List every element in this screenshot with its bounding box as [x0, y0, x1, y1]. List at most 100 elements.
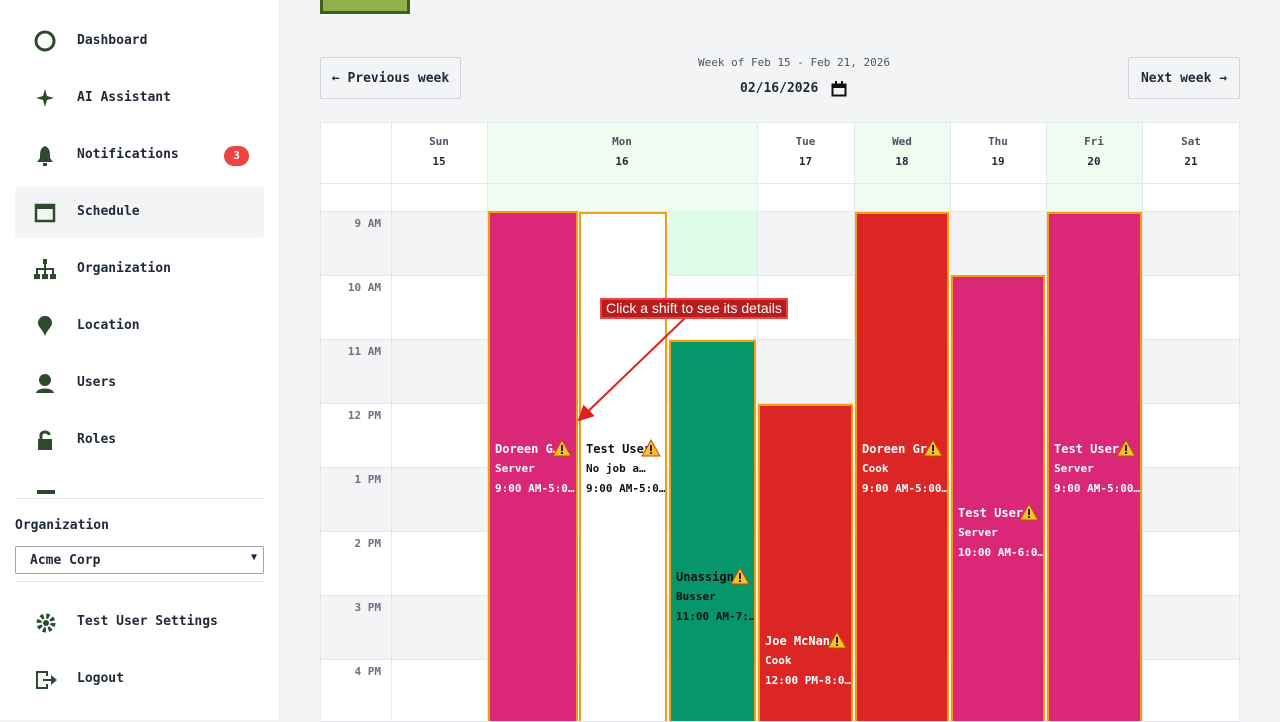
hour-label: 11 AM	[347, 345, 381, 358]
nav-item[interactable]: Roles	[77, 432, 117, 447]
shift-block[interactable]: Doreen G… Server 9:00 AM-5:0…	[488, 211, 578, 721]
day-date: 15	[432, 155, 446, 168]
day-name: Sat	[1181, 135, 1201, 148]
shift-block[interactable]: Joe McNan… Cook 12:00 PM-8:0…	[758, 404, 853, 721]
nav-item[interactable]: AI Assistant	[77, 90, 171, 105]
shift-time: 9:00 AM-5:00…	[1054, 482, 1141, 495]
next-week-button[interactable]: Next week →	[1128, 57, 1240, 99]
hour-label: 9 AM	[354, 217, 382, 230]
hour-line	[321, 403, 1239, 404]
day-date: 20	[1087, 155, 1101, 168]
green-button[interactable]	[320, 0, 410, 14]
shift-name: Doreen G…	[495, 442, 561, 456]
shift-text: Doreen Gr… Cook 9:00 AM-5:00…	[862, 439, 949, 499]
column-line	[391, 123, 392, 721]
day-name: Fri	[1084, 135, 1104, 148]
hour-label: 10 AM	[347, 281, 381, 294]
divider	[15, 498, 264, 499]
warning-icon	[1116, 438, 1136, 457]
shift-time: 9:00 AM-5:0…	[495, 482, 575, 495]
column-line	[487, 123, 488, 721]
shift-block[interactable]: Test User Server 9:00 AM-5:00…	[1047, 212, 1142, 721]
date-input[interactable]: 02/16/2026	[730, 79, 850, 101]
shift-name: Test User	[1054, 442, 1120, 456]
day-name: Thu	[988, 135, 1008, 148]
nav-item[interactable]: Schedule	[77, 204, 140, 219]
shift-block[interactable]: Unassign… Busser 11:00 AM-7:…	[669, 340, 756, 721]
hour-line	[321, 275, 1239, 276]
header-line	[321, 183, 1239, 184]
divider	[15, 581, 264, 582]
shift-role: Cook	[765, 654, 792, 667]
shift-role: No job a…	[586, 462, 646, 475]
hour-label: 4 PM	[354, 665, 382, 678]
nav-item[interactable]: Organization	[77, 261, 171, 276]
day-date: 21	[1184, 155, 1198, 168]
shift-time: 10:00 AM-6:0…	[958, 546, 1045, 559]
nav-icon	[34, 429, 58, 453]
column-line	[1142, 123, 1143, 721]
org-select[interactable]: Acme Corp ▼	[15, 546, 264, 574]
calendar: 9 AM 10 AM 11 AM 12 PM 1 PM 2 PM 3 PM 4 PM Sun 15…	[320, 122, 1240, 722]
shift-block[interactable]: Test User No job a… 9:00 AM-5:0…	[579, 212, 667, 721]
nav-item[interactable]: Users	[77, 375, 117, 390]
shift-role: Server	[958, 526, 998, 539]
shift-role: Cook	[862, 462, 889, 475]
warning-icon	[730, 566, 750, 585]
shift-name: Doreen Gr…	[862, 442, 935, 456]
shift-name: Joe McNan…	[765, 634, 838, 648]
sidebar: Organization Acme Corp ▼ Dashboard AI Ass…	[0, 0, 280, 720]
week-label: Week of Feb 15 - Feb 21, 2026	[697, 56, 891, 69]
day-name: Sun	[429, 135, 449, 148]
shift-block[interactable]: Doreen Gr… Cook 9:00 AM-5:00…	[855, 212, 949, 721]
shift-block[interactable]: Test User Server 10:00 AM-6:0…	[951, 275, 1045, 721]
date-value: 02/16/2026	[740, 81, 819, 96]
prev-week-button[interactable]: ← Previous week	[320, 57, 461, 99]
hour-line	[321, 339, 1239, 340]
shift-role: Server	[1054, 462, 1094, 475]
select-value: Acme Corp	[30, 553, 101, 568]
day-date: 16	[615, 155, 629, 168]
nav-item[interactable]: Notifications	[77, 147, 179, 162]
nav-icon	[34, 30, 58, 54]
nav-icon	[34, 315, 58, 339]
shift-time: 11:00 AM-7:…	[676, 610, 756, 623]
shift-text: Test User No job a… 9:00 AM-5:0…	[586, 439, 666, 499]
nav-icon	[34, 201, 58, 225]
nav-icon-clipped	[34, 487, 58, 498]
shift-name: Test User	[586, 442, 652, 456]
shift-text: Doreen G… Server 9:00 AM-5:0…	[495, 439, 575, 499]
column-line	[950, 123, 951, 721]
org-label: Organization	[15, 518, 109, 533]
hour-label: 3 PM	[354, 601, 382, 614]
nav-icon	[34, 144, 58, 168]
day-date: 18	[895, 155, 909, 168]
shift-time: 9:00 AM-5:0…	[586, 482, 666, 495]
column-line	[757, 123, 758, 721]
day-name: Mon	[612, 135, 632, 148]
nav-item[interactable]: Dashboard	[77, 33, 148, 48]
shift-text: Test User Server 9:00 AM-5:00…	[1054, 439, 1141, 499]
warning-icon	[641, 438, 661, 457]
day-highlight	[1046, 123, 1142, 211]
day-highlight	[854, 123, 950, 211]
day-name: Tue	[795, 135, 816, 148]
shift-name: Unassign…	[676, 570, 742, 584]
footer-item[interactable]: Test User Settings	[77, 614, 218, 629]
day-date: 19	[991, 155, 1005, 168]
shift-time: 12:00 PM-8:0…	[765, 674, 852, 687]
footer-icon	[34, 611, 58, 635]
nav-item[interactable]: Location	[77, 318, 140, 333]
shift-time: 9:00 AM-5:00…	[862, 482, 949, 495]
hour-label: 2 PM	[354, 537, 382, 550]
hour-label: 1 PM	[354, 473, 382, 486]
nav-icon	[34, 372, 58, 396]
footer-icon	[34, 668, 58, 692]
nav-icon	[34, 87, 58, 111]
footer-item[interactable]: Logout	[77, 671, 124, 686]
day-date: 17	[798, 155, 813, 168]
hour-line	[321, 211, 1239, 212]
day-highlight	[487, 123, 757, 211]
warning-icon	[827, 630, 847, 649]
